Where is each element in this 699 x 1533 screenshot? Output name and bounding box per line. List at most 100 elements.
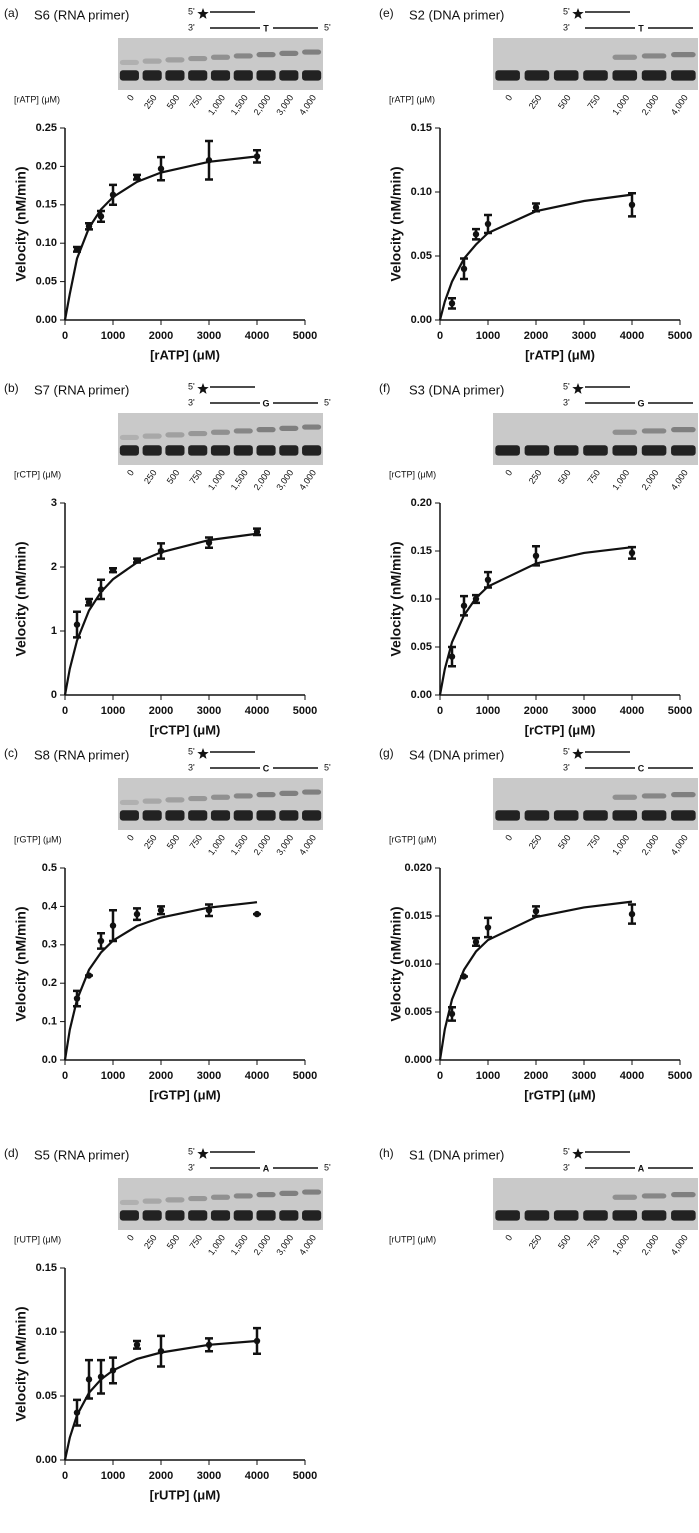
gel-band bbox=[119, 59, 139, 66]
gel-band bbox=[142, 58, 162, 64]
gel-band bbox=[165, 1210, 185, 1221]
gel-lane-label: 1,000 bbox=[206, 1233, 227, 1257]
gel-lane-label: 0 bbox=[125, 833, 136, 843]
gel-band bbox=[210, 54, 231, 60]
gel-lane-label: 1,000 bbox=[610, 833, 631, 857]
data-point bbox=[73, 995, 81, 1002]
template-5: 5' bbox=[324, 397, 331, 407]
gel-band bbox=[641, 793, 667, 799]
gel-band bbox=[302, 70, 322, 81]
gel-band bbox=[279, 425, 299, 431]
y-tick-label: 0.10 bbox=[36, 237, 57, 249]
gel-band bbox=[302, 789, 322, 795]
primer-label-star bbox=[572, 1148, 584, 1159]
gel-band bbox=[612, 794, 638, 800]
data-point bbox=[85, 599, 93, 606]
y-axis-label: Velocity (nM/min) bbox=[388, 541, 404, 656]
primer-5: 5' bbox=[563, 1146, 570, 1156]
gel-band bbox=[495, 445, 520, 456]
x-tick-label: 0 bbox=[62, 1470, 68, 1482]
gel-lane-label: 500 bbox=[165, 833, 182, 851]
gel-band bbox=[671, 792, 696, 798]
gel-lane-label: 0 bbox=[503, 93, 514, 103]
gel-axis-label: [rCTP] (μM) bbox=[14, 469, 61, 479]
panel-title: S5 (RNA primer) bbox=[34, 1147, 129, 1162]
gel-band bbox=[142, 445, 162, 456]
gel-band bbox=[279, 445, 299, 456]
gel-band bbox=[188, 55, 208, 62]
x-tick-label: 3000 bbox=[572, 1070, 596, 1082]
data-point bbox=[460, 973, 468, 980]
panel-label: (g) bbox=[379, 746, 394, 760]
y-tick-label: 0.2 bbox=[42, 977, 57, 989]
gel-band bbox=[119, 1210, 139, 1221]
x-tick-label: 1000 bbox=[101, 1070, 125, 1082]
gel-band bbox=[119, 434, 139, 441]
gel-lane-label: 750 bbox=[585, 468, 602, 486]
data-point bbox=[109, 191, 117, 199]
data-point bbox=[157, 165, 165, 172]
gel-lane-label: 2,000 bbox=[252, 468, 273, 492]
panel-label: (f) bbox=[379, 381, 390, 395]
data-point bbox=[97, 586, 105, 593]
gel-band bbox=[302, 810, 322, 821]
data-point bbox=[628, 201, 636, 208]
gel-band bbox=[142, 810, 162, 821]
gel-lane-label: 1,000 bbox=[206, 468, 227, 492]
x-tick-label: 4000 bbox=[620, 330, 644, 342]
y-tick-label: 0.1 bbox=[42, 1016, 57, 1028]
primer-3: 3' bbox=[563, 397, 570, 407]
gel-lane-label: 750 bbox=[585, 93, 602, 111]
data-point bbox=[460, 265, 468, 272]
gel-lane-label: 2,000 bbox=[252, 1233, 273, 1257]
gel-band bbox=[142, 798, 162, 804]
gel-band bbox=[641, 428, 667, 434]
gel-band bbox=[188, 810, 208, 821]
x-tick-label: 2000 bbox=[149, 330, 173, 342]
fit-curve bbox=[63, 901, 258, 1061]
gel-band bbox=[612, 810, 638, 821]
gel-band bbox=[671, 1192, 696, 1198]
x-tick-label: 5000 bbox=[293, 1070, 317, 1082]
gel-band bbox=[302, 49, 322, 55]
gel-axis-label: [rUTP] (μM) bbox=[389, 1234, 436, 1244]
data-point bbox=[532, 908, 540, 915]
gel-band bbox=[210, 1210, 231, 1221]
gel-lane-label: 1,500 bbox=[229, 93, 250, 117]
gel-lane-label: 500 bbox=[556, 833, 573, 851]
panel-title: S2 (DNA primer) bbox=[409, 7, 504, 22]
primer-3: 3' bbox=[188, 22, 195, 32]
gel-lane-label: 1,000 bbox=[610, 468, 631, 492]
gel-band bbox=[279, 70, 299, 81]
gel-lane-label: 1,500 bbox=[229, 468, 250, 492]
x-axis-label: [rGTP] (μM) bbox=[524, 1087, 596, 1102]
gel-band bbox=[612, 1210, 638, 1221]
x-tick-label: 1000 bbox=[101, 705, 125, 717]
data-point bbox=[85, 972, 93, 979]
gel-band bbox=[188, 1210, 208, 1221]
gel-band bbox=[233, 810, 253, 821]
y-tick-label: 0.00 bbox=[36, 314, 57, 326]
primer-label-star bbox=[572, 383, 584, 394]
y-tick-label: 0.10 bbox=[411, 593, 432, 605]
gel-lane-label: 0 bbox=[503, 1233, 514, 1243]
x-tick-label: 1000 bbox=[476, 1070, 500, 1082]
template-base: C bbox=[263, 763, 270, 773]
gel-band bbox=[302, 445, 322, 456]
y-tick-label: 0.05 bbox=[36, 1390, 57, 1402]
gel-band bbox=[210, 429, 231, 435]
primer-5: 5' bbox=[563, 6, 570, 16]
x-tick-label: 4000 bbox=[245, 705, 269, 717]
gel-lane-label: 250 bbox=[142, 93, 159, 111]
gel-lane-label: 500 bbox=[556, 1233, 573, 1251]
x-tick-label: 0 bbox=[62, 705, 68, 717]
data-point bbox=[484, 576, 492, 583]
gel-lane-label: 1,000 bbox=[610, 93, 631, 117]
primer-3: 3' bbox=[188, 1162, 195, 1172]
data-point bbox=[205, 157, 213, 164]
x-axis-label: [rCTP] (μM) bbox=[525, 722, 596, 737]
gel-lane-label: 500 bbox=[556, 468, 573, 486]
gel-band bbox=[279, 810, 299, 821]
x-tick-label: 2000 bbox=[524, 705, 548, 717]
data-point bbox=[484, 220, 492, 228]
